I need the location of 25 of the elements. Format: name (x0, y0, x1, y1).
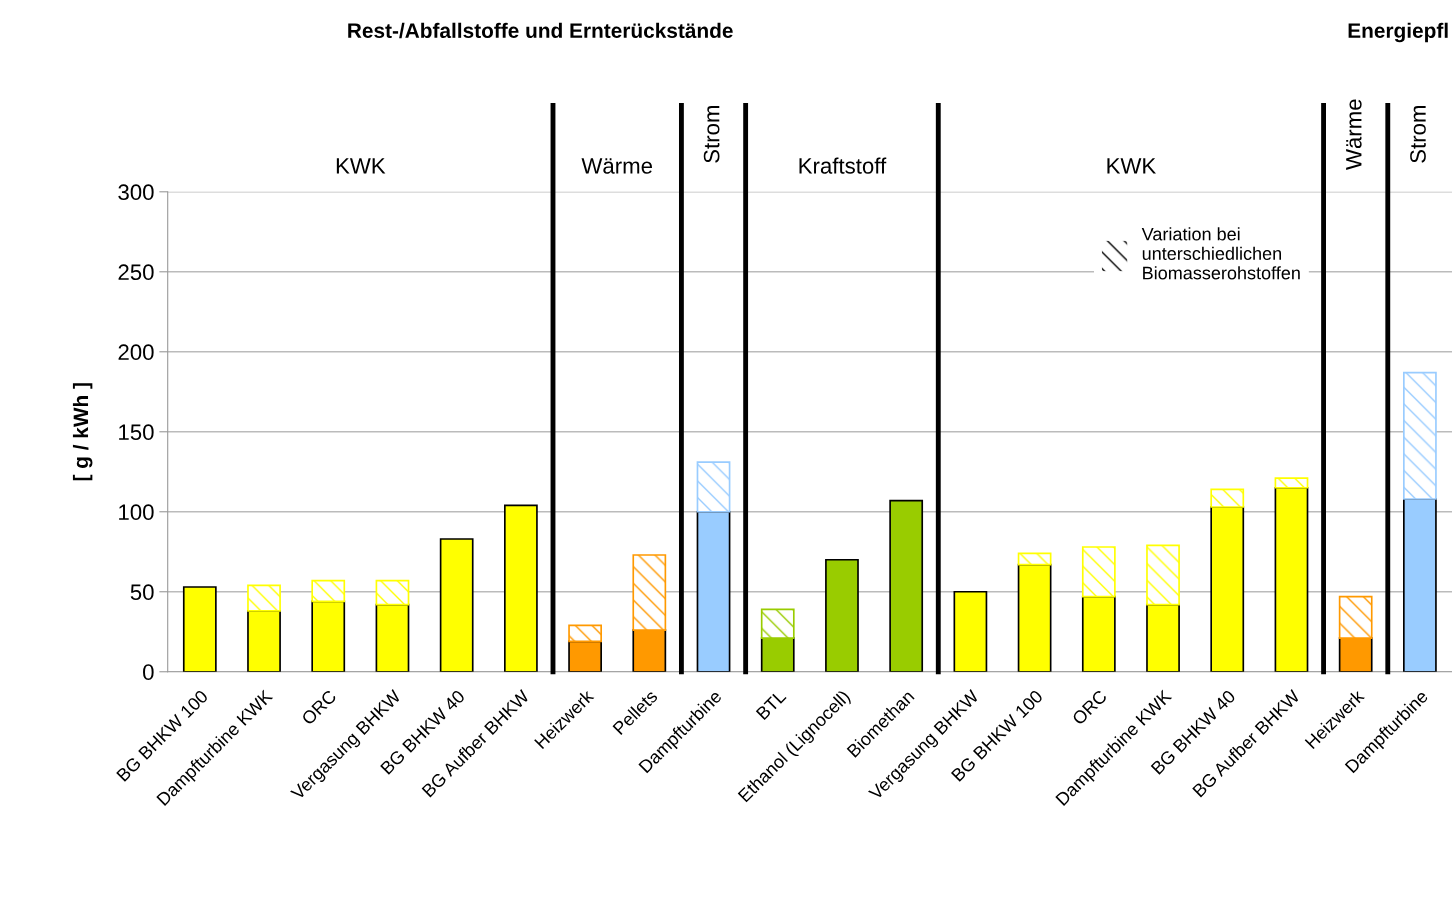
text: Energiepfl (1348, 22, 1448, 43)
bar (825, 558, 859, 672)
y-tick-label: 50 (130, 584, 154, 601)
text: KWK (1107, 158, 1156, 174)
y-tick-label: 200 (118, 344, 154, 361)
x-tick-label: BTL (755, 689, 787, 721)
y-tick-label: 100 (119, 504, 154, 521)
text: Strom (703, 106, 720, 163)
text: Kraftstoff (799, 157, 887, 174)
text: Variation bei unterschiedlichen Biomasserohstoffen (1141, 227, 1300, 280)
y-axis-title: [ g / kWh ] (72, 383, 93, 481)
bar (503, 504, 538, 672)
y-tick-label: 250 (118, 264, 154, 281)
bar (953, 590, 988, 672)
bar (439, 538, 474, 672)
y-tick-label: 0 (143, 664, 154, 681)
y-tick-label: 150 (119, 424, 154, 441)
bar (182, 586, 217, 672)
chart-title: Rest-/Abfallstoffe und Ernterückstände (348, 22, 733, 39)
bar (889, 499, 924, 672)
text: Wärme (581, 158, 653, 174)
y-tick-label: 300 (118, 184, 154, 201)
text: KWK (336, 158, 386, 174)
text: Strom (1410, 106, 1426, 163)
text: Wärme (1346, 99, 1362, 170)
